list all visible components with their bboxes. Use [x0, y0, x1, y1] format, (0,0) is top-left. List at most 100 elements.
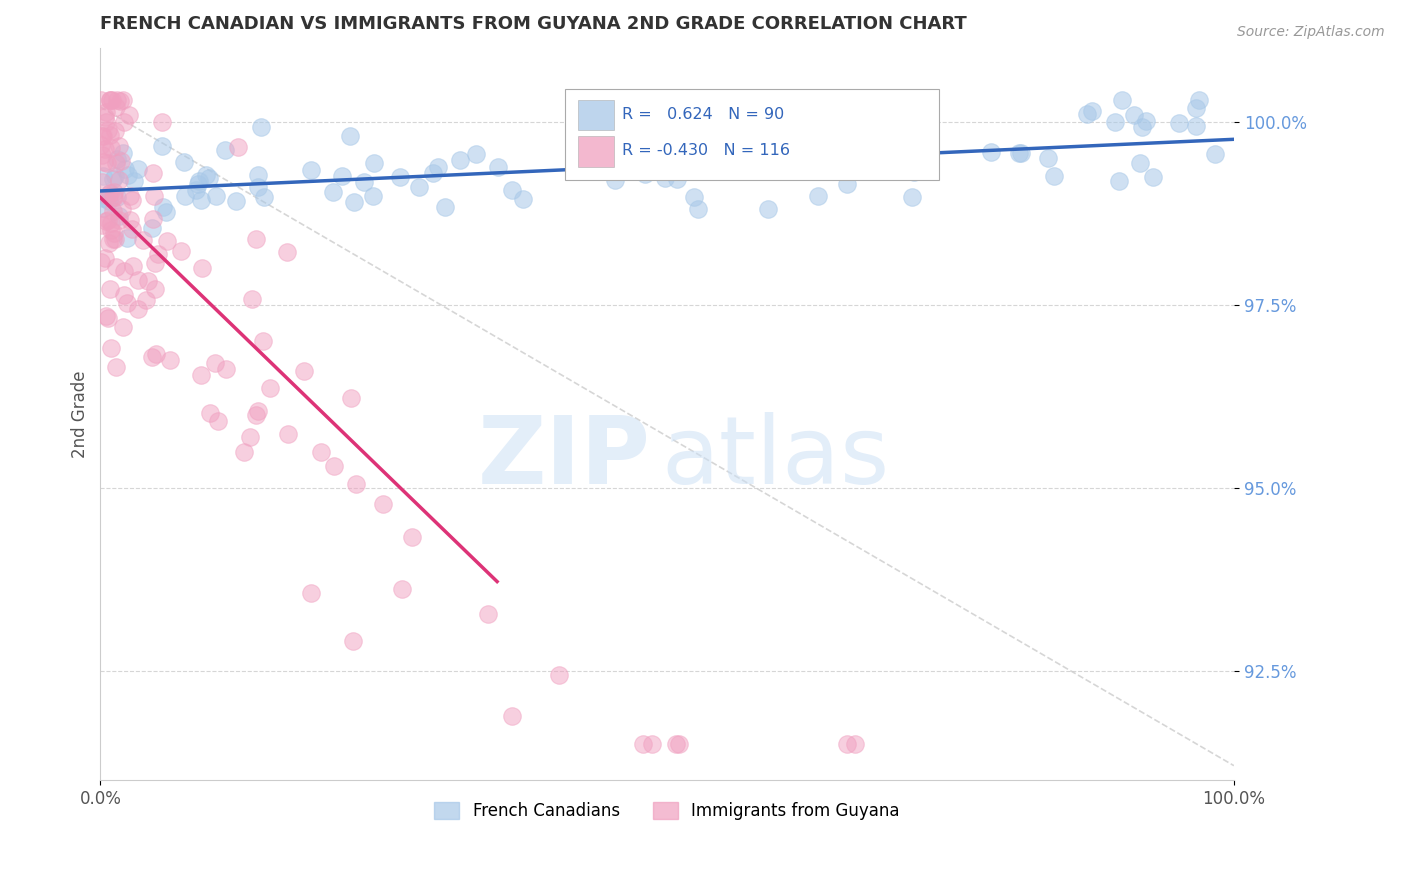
Point: [152, 115, 174, 129]
Point: [239, 430, 262, 444]
Point: [114, 162, 136, 177]
Point: [634, 156, 657, 170]
Point: [641, 737, 664, 751]
Point: [122, 174, 145, 188]
Point: [247, 404, 270, 418]
Point: [94, 104, 117, 119]
Point: [101, 204, 124, 219]
Point: [141, 350, 163, 364]
Point: [94, 309, 117, 323]
Point: [299, 586, 322, 600]
Point: [603, 173, 626, 187]
Point: [277, 426, 299, 441]
Point: [259, 381, 281, 395]
Point: [607, 153, 630, 167]
Point: [112, 264, 135, 278]
Text: Source: ZipAtlas.com: Source: ZipAtlas.com: [1237, 25, 1385, 39]
Point: [159, 353, 181, 368]
Point: [903, 165, 925, 179]
Point: [1081, 104, 1104, 119]
Text: R =   0.624   N = 90: R = 0.624 N = 90: [621, 107, 785, 122]
Point: [101, 93, 124, 107]
Point: [105, 190, 128, 204]
Point: [94, 110, 117, 124]
Point: [103, 185, 125, 199]
Point: [486, 161, 509, 175]
Point: [683, 190, 706, 204]
Point: [143, 189, 166, 203]
Point: [548, 668, 571, 682]
Point: [408, 179, 430, 194]
Point: [245, 232, 267, 246]
Point: [104, 156, 127, 170]
Point: [1204, 146, 1226, 161]
Point: [100, 141, 122, 155]
Point: [1108, 173, 1130, 187]
Point: [198, 171, 221, 186]
Point: [174, 189, 197, 203]
Point: [900, 190, 922, 204]
Point: [1130, 120, 1153, 135]
Point: [1076, 107, 1098, 121]
Point: [117, 168, 139, 182]
Legend: French Canadians, Immigrants from Guyana: French Canadians, Immigrants from Guyana: [427, 796, 907, 827]
Point: [90, 255, 112, 269]
Point: [127, 301, 149, 316]
Point: [103, 226, 125, 240]
Point: [184, 183, 207, 197]
Point: [1188, 93, 1211, 107]
Point: [837, 177, 859, 191]
Point: [104, 169, 127, 183]
Point: [330, 169, 353, 184]
Point: [449, 153, 471, 168]
Point: [108, 212, 131, 227]
Point: [389, 170, 412, 185]
Point: [156, 234, 179, 248]
Point: [205, 189, 228, 203]
Point: [152, 200, 174, 214]
Point: [1008, 146, 1031, 161]
Point: [118, 108, 141, 122]
Point: [665, 172, 688, 186]
Point: [342, 634, 364, 648]
Point: [110, 153, 132, 168]
Point: [512, 192, 534, 206]
Point: [668, 737, 690, 751]
Point: [756, 202, 779, 216]
FancyBboxPatch shape: [578, 100, 614, 130]
Point: [121, 222, 143, 236]
Point: [844, 737, 866, 751]
Point: [90, 93, 112, 107]
Point: [322, 186, 344, 200]
Point: [191, 260, 214, 275]
Point: [94, 142, 117, 156]
Point: [1167, 116, 1189, 130]
Point: [112, 114, 135, 128]
Point: [391, 582, 413, 596]
Point: [98, 93, 121, 107]
Text: atlas: atlas: [661, 412, 890, 504]
Point: [145, 282, 167, 296]
Point: [228, 140, 250, 154]
Text: ZIP: ZIP: [477, 412, 650, 504]
Point: [98, 282, 121, 296]
Point: [501, 709, 523, 723]
Point: [427, 160, 450, 174]
Point: [127, 162, 149, 177]
Point: [634, 168, 657, 182]
Point: [232, 445, 254, 459]
Point: [103, 171, 125, 186]
Point: [1135, 114, 1157, 128]
Point: [90, 137, 112, 152]
Point: [107, 209, 129, 223]
Point: [91, 218, 114, 232]
Point: [309, 444, 332, 458]
Point: [127, 273, 149, 287]
Point: [98, 128, 121, 143]
Point: [103, 190, 125, 204]
Point: [574, 148, 596, 162]
Point: [373, 497, 395, 511]
Point: [1184, 120, 1206, 134]
Point: [136, 274, 159, 288]
Point: [150, 139, 173, 153]
